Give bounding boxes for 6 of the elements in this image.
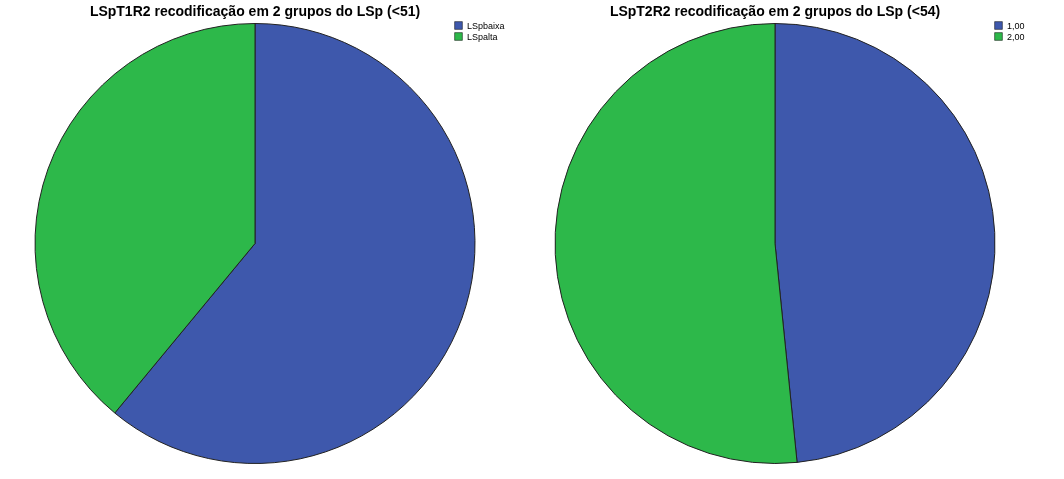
legend-label: LSpbaixa <box>467 20 505 31</box>
legend-label: 2,00 <box>1007 31 1025 42</box>
legend-label: LSpalta <box>467 31 498 42</box>
chart-title: LSpT1R2 recodificação em 2 grupos do LSp (<51) <box>89 3 421 19</box>
legend-label: 1,00 <box>1007 20 1025 31</box>
chart-title: LSpT2R2 recodificação em 2 grupos do LSp (<54) <box>609 3 941 19</box>
